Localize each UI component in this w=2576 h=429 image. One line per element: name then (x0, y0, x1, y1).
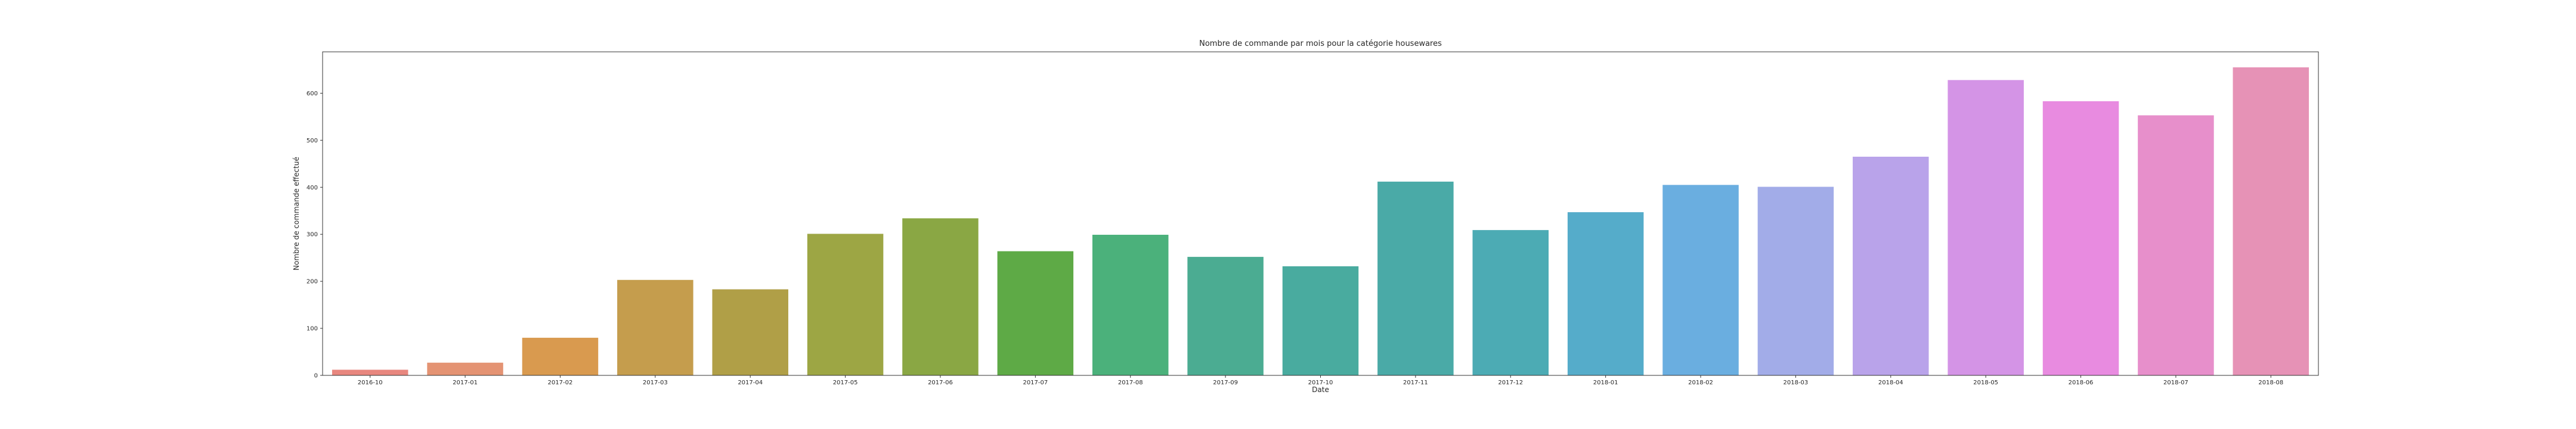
y-tick-label: 200 (306, 279, 318, 285)
y-tick-label: 100 (306, 326, 318, 332)
x-tick-label: 2018-05 (1973, 380, 1998, 386)
x-axis-label: Date (1312, 386, 1329, 394)
bar-series (332, 67, 2309, 376)
y-tick-label: 400 (306, 185, 318, 191)
y-tick-label: 500 (306, 138, 318, 144)
x-tick-label: 2018-07 (2163, 380, 2188, 386)
chart-title: Nombre de commande par mois pour la caté… (1199, 39, 1442, 48)
x-tick-label: 2017-12 (1498, 380, 1523, 386)
bar-2016-10 (332, 369, 408, 375)
bar-2018-06 (2042, 101, 2119, 375)
x-tick-label: 2017-10 (1308, 380, 1333, 386)
bar-2017-04 (712, 289, 788, 375)
x-tick-label: 2017-01 (453, 380, 478, 386)
x-tick-label: 2017-02 (548, 380, 573, 386)
bar-2017-02 (522, 337, 599, 375)
x-tick-label: 2017-03 (643, 380, 668, 386)
bar-2017-08 (1092, 235, 1169, 375)
bar-2017-06 (902, 218, 979, 375)
y-axis-label: Nombre de commande effectué (292, 157, 301, 271)
bar-2018-05 (1948, 80, 2024, 375)
bar-2017-01 (427, 362, 503, 375)
x-axis-ticks: 2016-10 2017-01 2017-02 2017-03 2017-04 2017-… (358, 375, 2283, 386)
x-tick-label: 2017-06 (928, 380, 953, 386)
x-tick-label: 2018-04 (1878, 380, 1903, 386)
x-tick-label: 2018-03 (1784, 380, 1809, 386)
bar-2017-12 (1472, 230, 1549, 375)
bar-2018-07 (2138, 115, 2214, 375)
x-tick-label: 2018-06 (2069, 380, 2094, 386)
x-tick-label: 2017-07 (1023, 380, 1048, 386)
bar-2018-08 (2233, 67, 2309, 376)
y-tick-label: 300 (306, 232, 318, 238)
x-tick-label: 2017-05 (833, 380, 858, 386)
bar-2017-09 (1187, 257, 1264, 375)
bar-2018-02 (1662, 185, 1739, 375)
x-tick-label: 2017-04 (738, 380, 763, 386)
plot-frame (322, 51, 2319, 376)
x-tick-label: 2018-02 (1688, 380, 1713, 386)
bar-2017-05 (807, 234, 884, 375)
x-tick-label: 2016-10 (358, 380, 383, 386)
bar-2017-10 (1282, 266, 1359, 375)
bar-2017-03 (617, 279, 693, 375)
bar-2017-07 (997, 251, 1074, 375)
x-tick-label: 2018-08 (2258, 380, 2283, 386)
x-tick-label: 2017-08 (1118, 380, 1143, 386)
bar-2018-01 (1567, 212, 1644, 375)
x-tick-label: 2018-01 (1593, 380, 1618, 386)
x-tick-label: 2017-11 (1403, 380, 1428, 386)
y-tick-label: 600 (306, 91, 318, 97)
y-tick-label: 0 (314, 373, 318, 380)
bar-2018-03 (1757, 186, 1834, 375)
x-tick-label: 2017-09 (1213, 380, 1238, 386)
bar-2018-04 (1853, 157, 1929, 375)
bar-2017-11 (1377, 181, 1454, 375)
y-axis-ticks: 0 100 200 300 400 500 600 (306, 91, 323, 380)
